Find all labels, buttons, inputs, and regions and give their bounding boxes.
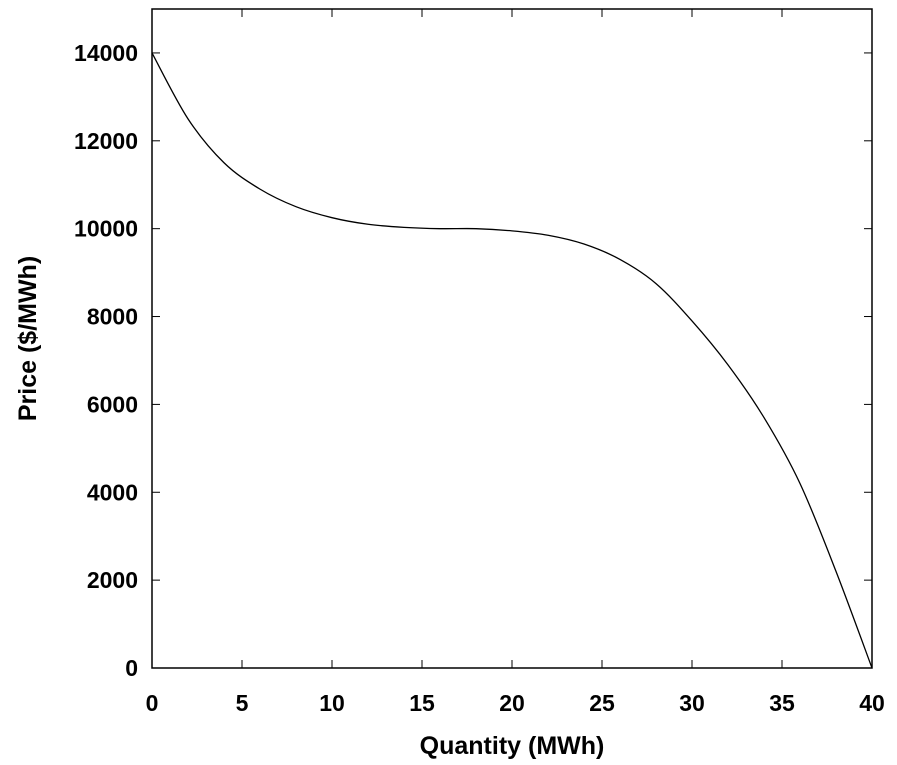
- price-curve-line: [151, 52, 873, 669]
- y-tick-label: 0: [125, 655, 138, 681]
- x-tick-label: 25: [589, 690, 615, 716]
- x-tick-label: 5: [236, 690, 249, 716]
- y-tick-label: 14000: [74, 40, 138, 66]
- y-axis-title: Price ($/MWh): [14, 256, 42, 421]
- x-tick-label: 20: [499, 690, 525, 716]
- x-tick-label: 0: [146, 690, 159, 716]
- y-tick-label: 4000: [87, 479, 138, 505]
- x-tick-label: 40: [859, 690, 885, 716]
- y-tick-label: 6000: [87, 391, 138, 417]
- y-tick-label: 12000: [74, 128, 138, 154]
- series-layer: [151, 52, 873, 669]
- tick-labels-layer: 0 5 10 15 20 25 30 35 40 0 2000 4000 6000 8000 10000 12…: [74, 40, 885, 716]
- x-tick-label: 10: [319, 690, 345, 716]
- y-tick-label: 2000: [87, 567, 138, 593]
- ticks-layer: [151, 9, 873, 669]
- x-axis-title: Quantity (MWh): [420, 732, 605, 760]
- plot-area-frame: [151, 8, 873, 669]
- y-tick-label: 8000: [87, 304, 138, 330]
- x-tick-label: 35: [769, 690, 795, 716]
- x-tick-label: 15: [409, 690, 435, 716]
- x-tick-label: 30: [679, 690, 705, 716]
- y-tick-label: 10000: [74, 216, 138, 242]
